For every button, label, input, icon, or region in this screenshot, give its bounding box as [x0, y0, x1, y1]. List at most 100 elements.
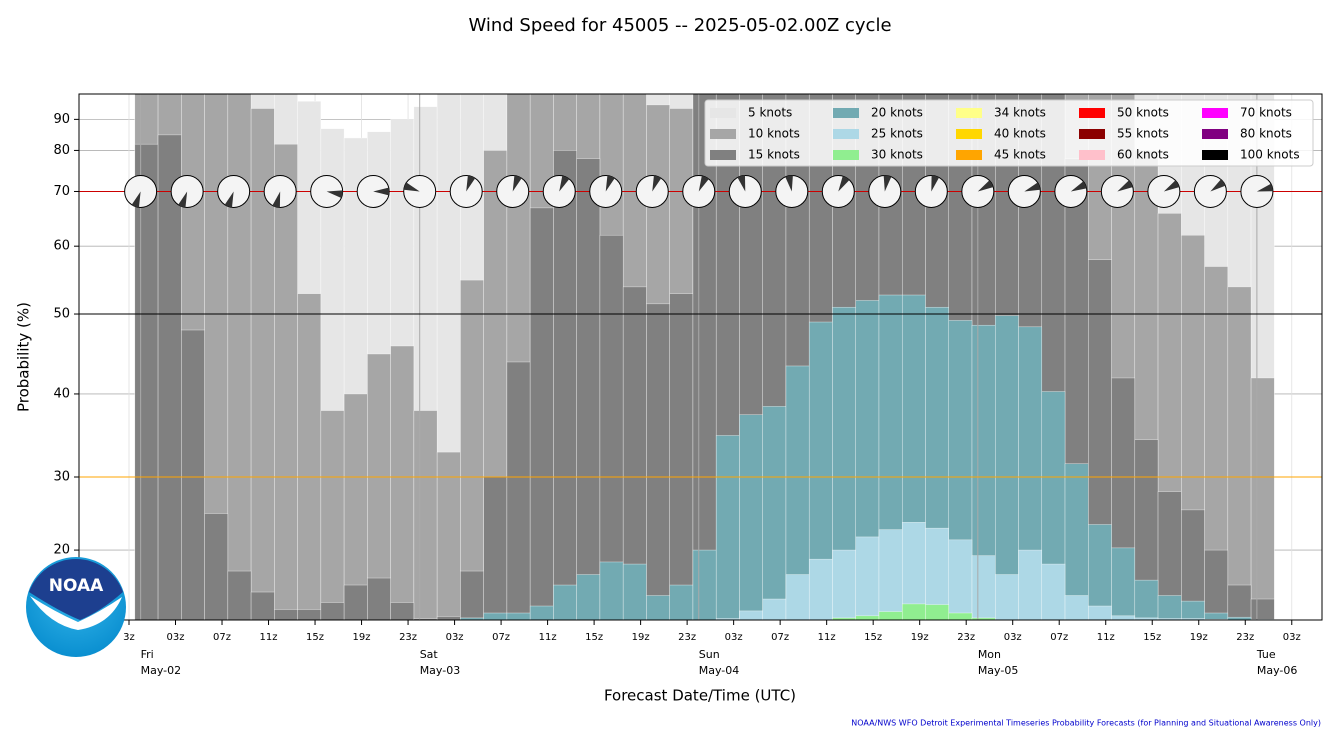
- wind-direction: [224, 191, 234, 208]
- overlay: [79, 94, 1322, 620]
- x-tick-label: 3z: [123, 632, 135, 643]
- bar: [715, 435, 740, 620]
- x-tick-label: 07z: [771, 632, 789, 643]
- bar: [669, 584, 694, 620]
- date-label: May-02: [141, 664, 182, 677]
- bar: [1227, 584, 1252, 620]
- x-axis-label: Forecast Date/Time (UTC): [604, 687, 796, 705]
- bar: [506, 612, 531, 620]
- bar: [204, 513, 229, 620]
- legend-label: 55 knots: [1117, 127, 1169, 141]
- legend-label: 5 knots: [748, 106, 792, 120]
- legend-label: 20 knots: [871, 106, 923, 120]
- date-label: May-06: [1257, 664, 1298, 677]
- logo-wave: [30, 596, 122, 630]
- wind-direction: [272, 191, 281, 208]
- legend-swatch: [956, 129, 982, 139]
- y-tick-label: 60: [53, 239, 70, 254]
- bar: [1088, 605, 1112, 620]
- legend-swatch: [833, 129, 859, 139]
- wind-direction: [1024, 182, 1041, 192]
- wind-direction: [698, 175, 709, 192]
- wind-direction: [605, 175, 615, 192]
- bar: [274, 609, 298, 620]
- bar: [390, 602, 415, 620]
- legend-label: 50 knots: [1117, 106, 1169, 120]
- bar: [925, 604, 950, 620]
- wind-direction: [1210, 179, 1226, 192]
- x-tick-label: 07z: [1050, 632, 1068, 643]
- bar: [855, 536, 880, 620]
- chart-title: Wind Speed for 45005 -- 2025-05-02.00Z c…: [468, 15, 891, 36]
- bar: [1088, 524, 1112, 620]
- bar: [460, 570, 484, 620]
- bar: [343, 584, 368, 620]
- legend-label: 60 knots: [1117, 148, 1169, 162]
- bar: [460, 279, 484, 620]
- bar: [692, 549, 717, 620]
- legend: 5 knots 10 knots 15 knots 20 knots 25 knots 3…: [704, 99, 1314, 167]
- footer: NOAA/NWS WFO Detroit Experimental Timese…: [851, 719, 1321, 728]
- bar: [390, 345, 415, 620]
- wind-direction: [1117, 180, 1133, 192]
- wind-direction: [326, 190, 343, 198]
- y-tick-label: 30: [53, 470, 70, 485]
- legend-swatch: [1079, 108, 1105, 118]
- x-tick-label: 03z: [725, 632, 743, 643]
- legend-swatch: [833, 108, 859, 118]
- y-tick-label: 90: [53, 112, 70, 127]
- x-tick-label: 19z: [632, 632, 650, 643]
- legend-label: 70 knots: [1240, 106, 1292, 120]
- day-label: Sat: [420, 648, 439, 661]
- bar: [506, 361, 531, 620]
- legend-swatch: [1079, 129, 1105, 139]
- bar: [622, 563, 647, 620]
- legend-label: 45 knots: [994, 148, 1046, 162]
- bar: [762, 598, 787, 620]
- bar: [529, 605, 554, 620]
- bar: [692, 94, 717, 620]
- bar: [762, 406, 787, 620]
- bar: [1041, 563, 1066, 620]
- wind-direction: [737, 175, 746, 192]
- legend-label: 15 knots: [748, 148, 800, 162]
- x-tick-label: 15z: [585, 632, 603, 643]
- wind-direction: [1070, 181, 1087, 192]
- bar: [1111, 615, 1136, 620]
- bar: [948, 539, 973, 620]
- wind-direction: [1163, 180, 1180, 192]
- x-tick-label: 23z: [399, 632, 417, 643]
- wind-direction: [512, 175, 522, 192]
- wind-direction: [838, 176, 850, 192]
- x-tick-label: 15z: [1143, 632, 1161, 643]
- wind-direction: [403, 182, 420, 192]
- bar: [971, 555, 996, 620]
- axes: 20 30 40 50 60 70 80 90 3z 03z 07z 11z 15z 19z 23z 03z 0…: [53, 112, 1300, 677]
- bar: [553, 150, 577, 620]
- bar: [227, 570, 252, 620]
- date-label: May-03: [420, 664, 461, 677]
- legend-swatch: [956, 150, 982, 160]
- logo-text: NOAA: [49, 576, 104, 596]
- bar: [832, 549, 856, 620]
- bar: [1250, 598, 1275, 620]
- bar: [157, 134, 182, 620]
- bar: [1181, 600, 1205, 620]
- bar: [576, 158, 601, 620]
- bar: [855, 615, 880, 620]
- bar: [553, 584, 577, 620]
- legend-swatch: [710, 150, 736, 160]
- bar: [529, 207, 554, 620]
- x-tick-label: 03z: [1283, 632, 1301, 643]
- bar: [995, 574, 1019, 620]
- bar: [1250, 377, 1275, 620]
- legend-swatch: [1202, 129, 1228, 139]
- bar: [436, 616, 461, 620]
- bar: [1064, 595, 1089, 620]
- x-tick-label: 11z: [1097, 632, 1115, 643]
- wind-direction: [373, 187, 390, 196]
- date-label: May-04: [699, 664, 740, 677]
- legend-label: 10 knots: [748, 127, 800, 141]
- legend-swatch: [710, 108, 736, 118]
- wind-direction: [883, 175, 892, 192]
